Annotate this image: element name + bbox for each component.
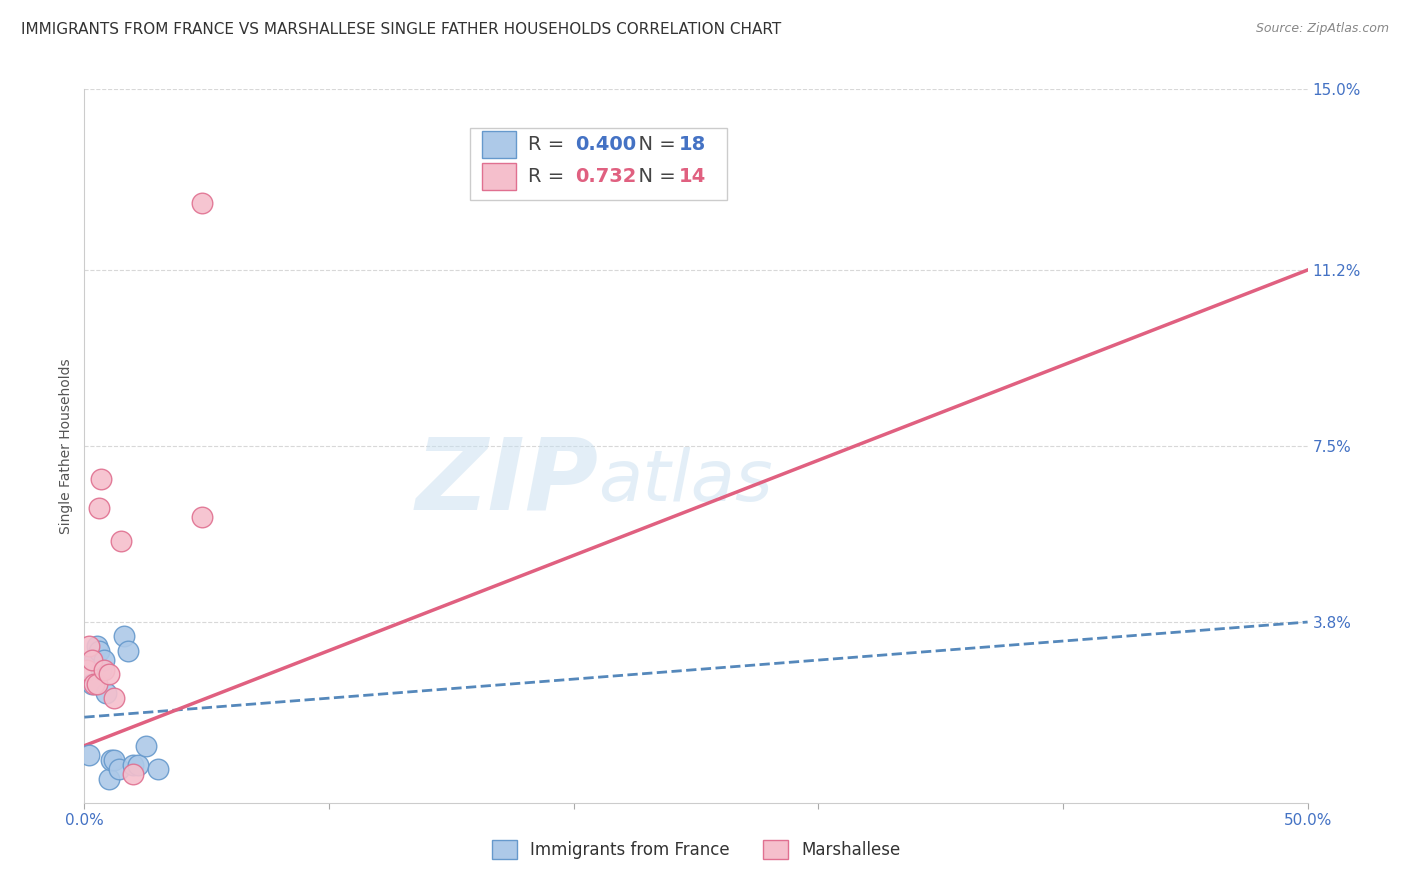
FancyBboxPatch shape <box>482 162 516 190</box>
Point <box>87 643 110 657</box>
Text: IMMIGRANTS FROM FRANCE VS MARSHALLESE SINGLE FATHER HOUSEHOLDS CORRELATION CHART: IMMIGRANTS FROM FRANCE VS MARSHALLESE SI… <box>21 22 782 37</box>
Point <box>112 629 135 643</box>
FancyBboxPatch shape <box>482 131 516 159</box>
Point <box>86 639 108 653</box>
Point <box>77 748 100 763</box>
Point <box>107 763 129 777</box>
Point <box>80 677 103 691</box>
Text: 14: 14 <box>679 167 706 186</box>
Point <box>100 753 122 767</box>
Point <box>122 757 145 772</box>
Point <box>191 510 214 524</box>
Point <box>191 196 214 211</box>
Text: N =: N = <box>626 136 682 154</box>
Text: atlas: atlas <box>598 447 773 516</box>
Point <box>122 767 145 781</box>
Point <box>96 686 118 700</box>
Point <box>77 639 100 653</box>
Point <box>90 472 112 486</box>
FancyBboxPatch shape <box>470 128 727 200</box>
Text: 18: 18 <box>679 136 706 154</box>
Text: N =: N = <box>626 167 682 186</box>
Legend: Immigrants from France, Marshallese: Immigrants from France, Marshallese <box>485 833 907 866</box>
Text: ZIP: ZIP <box>415 434 598 530</box>
Text: 0.400: 0.400 <box>575 136 636 154</box>
Point <box>117 643 139 657</box>
Point <box>83 653 105 667</box>
Point <box>135 739 157 753</box>
Point <box>146 763 169 777</box>
Point <box>110 534 132 549</box>
Text: R =: R = <box>529 136 571 154</box>
Point <box>103 753 125 767</box>
Point <box>90 663 112 677</box>
Point <box>86 677 108 691</box>
Point <box>97 667 120 681</box>
Point <box>76 663 98 677</box>
Point <box>87 500 110 515</box>
Point <box>83 677 105 691</box>
Point <box>103 691 125 706</box>
Y-axis label: Single Father Households: Single Father Households <box>59 359 73 533</box>
Text: R =: R = <box>529 167 571 186</box>
Point <box>93 653 115 667</box>
Point <box>97 772 120 786</box>
Text: 0.732: 0.732 <box>575 167 637 186</box>
Point <box>127 757 149 772</box>
Text: Source: ZipAtlas.com: Source: ZipAtlas.com <box>1256 22 1389 36</box>
Point <box>93 663 115 677</box>
Point <box>80 653 103 667</box>
